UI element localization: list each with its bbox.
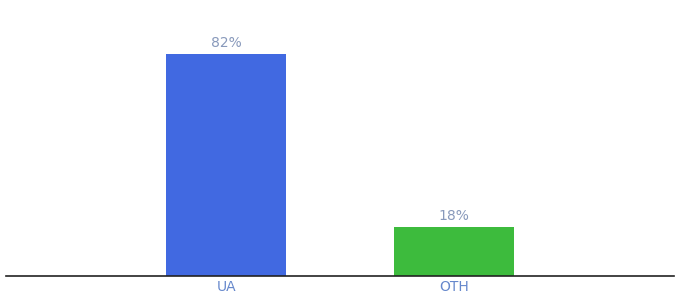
Bar [394,227,514,276]
Bar [166,54,286,276]
Text: 18%: 18% [439,209,469,223]
Text: 82%: 82% [211,36,241,50]
